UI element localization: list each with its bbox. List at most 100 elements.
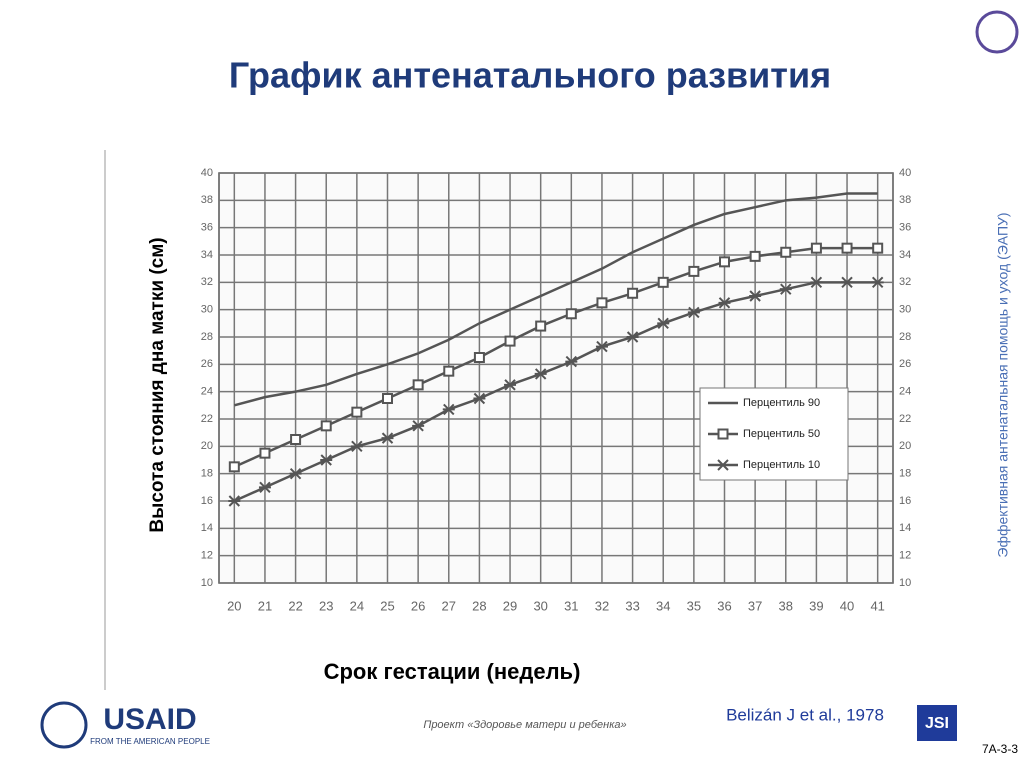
point xyxy=(657,276,669,288)
point xyxy=(717,428,729,440)
point xyxy=(443,365,455,377)
jsi-logo-box xyxy=(917,705,957,741)
y-tick-label-right: 26 xyxy=(899,358,911,370)
y-tick-label: 36 xyxy=(201,222,213,234)
point xyxy=(749,250,761,262)
x-tick-label: 30 xyxy=(533,598,547,613)
y-tick-label-right: 34 xyxy=(899,249,911,261)
x-tick-label: 20 xyxy=(227,598,241,613)
point xyxy=(258,481,271,494)
point xyxy=(228,461,240,473)
side-text: Эффективная антенатальная помощь и уход … xyxy=(995,212,1011,557)
x-tick-label: 31 xyxy=(564,598,578,613)
chart-title: График антенатального развития xyxy=(229,55,831,96)
point xyxy=(779,283,792,295)
x-tick-label: 32 xyxy=(595,598,609,613)
x-tick-label: 21 xyxy=(258,598,272,613)
y-tick-label: 22 xyxy=(201,413,213,425)
point xyxy=(565,308,577,320)
y-tick-label: 30 xyxy=(201,304,213,316)
x-tick-label: 37 xyxy=(748,598,762,613)
x-tick-label: 23 xyxy=(319,598,333,613)
x-tick-label: 38 xyxy=(779,598,793,613)
y-tick-label-right: 14 xyxy=(899,522,911,534)
usaid-logo: USAID xyxy=(103,703,196,736)
y-tick-label: 10 xyxy=(201,577,213,589)
point xyxy=(810,242,822,254)
y-tick-label-right: 24 xyxy=(899,386,911,398)
point xyxy=(382,393,393,404)
point xyxy=(596,297,608,309)
citation: Belizán J et al., 1978 xyxy=(726,705,884,724)
x-tick-label: 35 xyxy=(687,598,701,613)
series-line xyxy=(233,192,878,407)
y-tick-label: 32 xyxy=(201,276,213,288)
jsi-logo: JSI xyxy=(925,715,949,732)
point xyxy=(841,242,853,254)
point xyxy=(688,265,700,277)
point xyxy=(718,297,731,309)
usaid-tagline: FROM THE AMERICAN PEOPLE xyxy=(90,737,210,746)
y-tick-label-right: 10 xyxy=(899,577,911,589)
point xyxy=(534,368,547,380)
series-line xyxy=(233,246,878,468)
slide-id: 7А-3-3 xyxy=(982,742,1018,756)
point xyxy=(595,340,608,353)
y-tick-label-right: 40 xyxy=(899,167,911,179)
point xyxy=(290,434,302,445)
point xyxy=(810,276,823,289)
x-tick-label: 24 xyxy=(350,598,364,613)
y-tick-label-right: 36 xyxy=(899,222,911,234)
y-tick-label: 18 xyxy=(201,468,213,480)
point xyxy=(228,495,241,507)
point xyxy=(320,454,333,466)
y-tick-label-right: 18 xyxy=(899,468,911,480)
y-tick-label-right: 32 xyxy=(899,276,911,288)
x-tick-label: 27 xyxy=(442,598,456,613)
point xyxy=(687,306,700,319)
point xyxy=(871,276,884,289)
point xyxy=(841,276,854,289)
x-axis-label: Срок гестации (недель) xyxy=(324,659,581,684)
y-tick-label-right: 12 xyxy=(899,550,911,562)
y-tick-label: 34 xyxy=(201,249,213,261)
point xyxy=(504,379,517,391)
point xyxy=(259,447,271,459)
usaid-seal xyxy=(40,701,88,749)
corner-logo xyxy=(975,10,1019,54)
point xyxy=(442,403,455,416)
point xyxy=(473,352,485,363)
x-tick-label: 29 xyxy=(503,598,517,613)
y-tick-label-right: 22 xyxy=(899,413,911,425)
x-tick-label: 39 xyxy=(809,598,823,613)
point xyxy=(412,420,425,432)
y-tick-label: 28 xyxy=(201,331,213,343)
y-axis-label: Высота стояния дна матки (см) xyxy=(147,237,168,532)
point xyxy=(350,440,363,453)
y-tick-label: 14 xyxy=(201,522,213,534)
point xyxy=(872,242,884,254)
y-tick-label: 20 xyxy=(201,440,213,452)
point xyxy=(351,406,363,418)
point xyxy=(780,246,792,258)
x-tick-label: 36 xyxy=(717,598,731,613)
x-tick-label: 40 xyxy=(840,598,854,613)
x-tick-label: 41 xyxy=(870,598,884,613)
y-tick-label-right: 28 xyxy=(899,331,911,343)
point xyxy=(289,467,302,480)
point xyxy=(626,331,639,343)
x-tick-label: 25 xyxy=(380,598,394,613)
y-tick-label: 40 xyxy=(201,167,213,179)
y-tick-label-right: 30 xyxy=(899,304,911,316)
point xyxy=(565,355,578,368)
plot-area xyxy=(218,172,894,584)
point xyxy=(627,287,639,299)
x-tick-label: 22 xyxy=(288,598,302,613)
point xyxy=(473,392,486,405)
point xyxy=(535,320,547,332)
y-tick-label: 16 xyxy=(201,495,213,507)
y-tick-label-right: 16 xyxy=(899,495,911,507)
x-tick-label: 34 xyxy=(656,598,670,613)
y-tick-label: 38 xyxy=(201,194,213,206)
